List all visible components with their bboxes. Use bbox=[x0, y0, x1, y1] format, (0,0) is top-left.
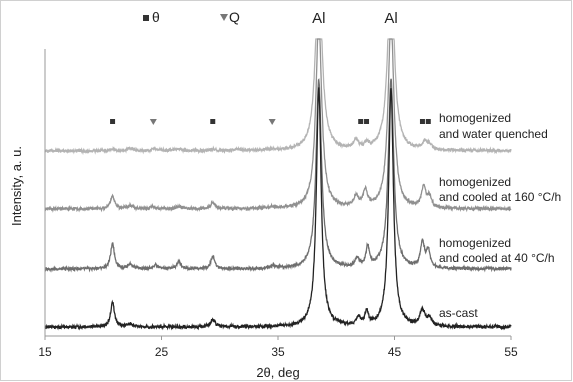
phase-markers-layer bbox=[110, 119, 431, 125]
peak-labels-layer: Al Al bbox=[312, 10, 398, 27]
y-axis-title: Intensity, a. u. bbox=[9, 146, 24, 226]
x-axis-title: 2θ, deg bbox=[256, 365, 299, 380]
q-marker bbox=[268, 119, 276, 125]
spectra-layer bbox=[44, 38, 512, 331]
peak-label-al-1: Al bbox=[384, 10, 397, 27]
series-label-2-line-1: and cooled at 40 °C/h bbox=[439, 251, 555, 265]
series-labels-layer: homogenized and water quenched homogenized… bbox=[439, 111, 561, 320]
series-line-0 bbox=[44, 38, 512, 156]
series-label-1-line-1: and cooled at 160 °C/h bbox=[439, 190, 561, 204]
theta-marker bbox=[419, 119, 425, 124]
legend-theta-marker bbox=[143, 15, 149, 21]
series-label-2-line-0: homogenized bbox=[439, 236, 511, 250]
peak-label-al-0: Al bbox=[312, 10, 325, 27]
x-tick-label: 45 bbox=[388, 345, 402, 359]
theta-marker bbox=[110, 119, 116, 124]
series-line-2 bbox=[44, 78, 512, 273]
x-tick-layer: 15 25 35 45 55 bbox=[38, 336, 518, 359]
x-tick-label: 15 bbox=[38, 345, 52, 359]
theta-marker bbox=[425, 119, 431, 124]
legend-q-marker bbox=[220, 14, 228, 21]
theta-marker bbox=[210, 119, 216, 124]
x-tick-label: 25 bbox=[155, 345, 169, 359]
legend: θ Q bbox=[143, 9, 240, 25]
legend-theta-label: θ bbox=[152, 9, 160, 25]
q-marker bbox=[149, 119, 157, 125]
series-line-3 bbox=[44, 87, 512, 331]
theta-marker bbox=[364, 119, 370, 124]
series-label-0-line-0: homogenized bbox=[439, 111, 511, 125]
x-tick-label: 35 bbox=[271, 345, 285, 359]
theta-marker bbox=[358, 119, 364, 124]
x-tick-label: 55 bbox=[504, 345, 518, 359]
series-label-1-line-0: homogenized bbox=[439, 175, 511, 189]
legend-q-label: Q bbox=[229, 9, 240, 25]
series-label-0-line-1: and water quenched bbox=[439, 127, 548, 141]
series-line-1 bbox=[44, 38, 512, 213]
series-label-3-line-0: as-cast bbox=[439, 306, 478, 320]
